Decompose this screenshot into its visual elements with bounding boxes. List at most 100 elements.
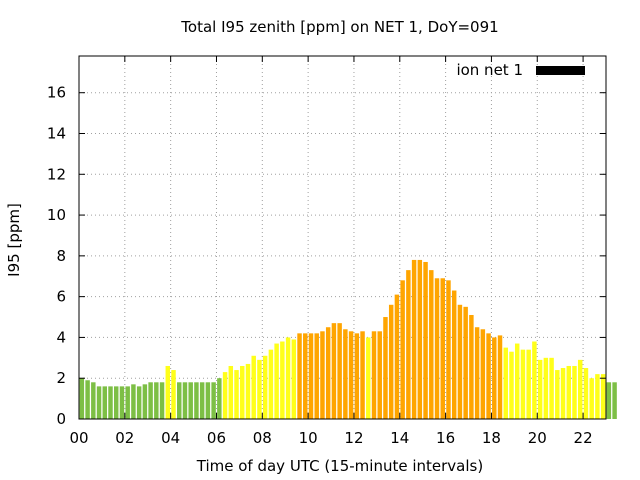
- plot-frame-group: [78, 55, 607, 420]
- bar: [417, 259, 423, 419]
- bar: [612, 382, 617, 419]
- bar: [348, 331, 354, 419]
- bar: [526, 349, 531, 419]
- bar: [549, 357, 554, 419]
- bar: [388, 304, 394, 419]
- y-tick-label: 6: [56, 288, 66, 306]
- bar: [154, 382, 159, 419]
- y-tick-label: 4: [56, 328, 66, 346]
- x-tick-label: 22: [574, 429, 593, 447]
- x-tick-label: 08: [253, 429, 272, 447]
- bar: [228, 365, 234, 419]
- bar: [251, 355, 256, 419]
- bar: [125, 386, 130, 419]
- bar: [96, 386, 102, 419]
- bar: [383, 317, 388, 419]
- bar: [560, 368, 566, 419]
- bar: [343, 329, 348, 419]
- legend-label: ion net 1: [456, 61, 523, 79]
- bar: [142, 384, 148, 419]
- bar: [589, 378, 594, 419]
- bar: [371, 331, 377, 419]
- bar: [463, 306, 468, 419]
- bar: [514, 343, 520, 419]
- bar: [520, 349, 526, 419]
- y-tick-label: 8: [56, 247, 66, 265]
- bar: [291, 339, 297, 419]
- bar: [486, 333, 491, 419]
- bar: [91, 382, 96, 419]
- bar: [509, 351, 514, 419]
- bar: [165, 365, 171, 419]
- bar: [234, 370, 239, 419]
- bar: [285, 337, 291, 419]
- x-tick-label: 04: [161, 429, 180, 447]
- y-tick-label: 2: [56, 369, 66, 387]
- bar: [394, 294, 400, 419]
- x-tick-label: 18: [482, 429, 501, 447]
- bar: [600, 374, 606, 419]
- y-tick-label: 14: [47, 124, 66, 142]
- bar: [583, 368, 589, 419]
- bar: [400, 280, 405, 419]
- bar: [274, 343, 279, 419]
- bar: [308, 333, 314, 419]
- bar: [360, 331, 365, 419]
- bar: [497, 335, 503, 419]
- chart-title: Total I95 zenith [ppm] on NET 1, DoY=091: [180, 18, 498, 36]
- bar: [595, 374, 600, 419]
- bar: [320, 331, 325, 419]
- x-tick-label: 20: [528, 429, 547, 447]
- bar: [325, 327, 331, 419]
- y-tick-label: 16: [47, 84, 66, 102]
- bar: [406, 270, 411, 419]
- x-tick-label: 14: [390, 429, 409, 447]
- bar: [119, 386, 125, 419]
- bar: [543, 357, 549, 419]
- bar: [245, 363, 251, 419]
- bar: [268, 349, 274, 419]
- bar: [262, 355, 268, 419]
- bar: [474, 327, 480, 419]
- bar: [303, 333, 308, 419]
- bar: [177, 382, 182, 419]
- y-tick-label: 12: [47, 165, 66, 183]
- y-tick-label: 10: [47, 206, 66, 224]
- x-tick-label: 02: [115, 429, 134, 447]
- bar: [446, 280, 451, 419]
- bar: [503, 347, 508, 419]
- bar: [257, 359, 262, 419]
- bar: [492, 337, 497, 419]
- bar: [113, 386, 119, 419]
- bar: [537, 359, 543, 419]
- bar: [131, 384, 136, 419]
- bar: [314, 333, 319, 419]
- x-tick-label: 12: [344, 429, 363, 447]
- bar: [532, 341, 537, 419]
- bar: [222, 372, 228, 419]
- bar: [108, 386, 113, 419]
- bar: [148, 382, 153, 419]
- bar: [331, 323, 337, 419]
- bar: [217, 378, 222, 419]
- bar: [240, 365, 245, 419]
- bar: [434, 278, 440, 419]
- y-axis-label: I95 [ppm]: [5, 203, 23, 277]
- legend-swatch: [536, 66, 585, 75]
- bar: [354, 333, 360, 419]
- x-tick-label: 10: [299, 429, 318, 447]
- bar: [297, 333, 302, 419]
- bar: [280, 341, 285, 419]
- grid: [79, 56, 606, 419]
- bar: [171, 370, 176, 419]
- bar: [188, 382, 193, 419]
- x-tick-label: 16: [436, 429, 455, 447]
- bar: [182, 382, 188, 419]
- bar: [440, 278, 445, 419]
- bar: [205, 382, 211, 419]
- bar: [377, 331, 382, 419]
- bars: [79, 259, 617, 419]
- bar: [566, 365, 572, 419]
